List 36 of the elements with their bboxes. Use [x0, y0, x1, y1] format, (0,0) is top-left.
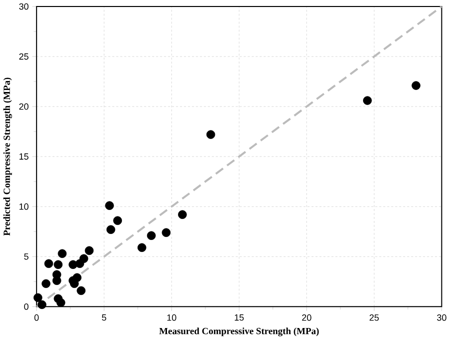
point [138, 243, 146, 252]
point [56, 298, 66, 308]
x-axis-title: Measured Compressive Strength (MPa) [159, 328, 319, 336]
point [412, 81, 420, 90]
x-tick-label: 20 [302, 314, 312, 321]
y-axis-title: Predicted Compressive Strength (MPa) [3, 78, 12, 236]
point [106, 225, 116, 234]
point [84, 246, 94, 256]
y-tick-label: 20 [19, 104, 28, 110]
point [363, 96, 372, 106]
point [58, 249, 67, 258]
point [162, 228, 171, 238]
y-tick-label: 10 [20, 204, 28, 210]
y-tick-label: 5 [24, 254, 28, 260]
x-tick-label: 25 [370, 314, 379, 321]
x-tick-label: 10 [167, 314, 176, 321]
point [42, 279, 50, 288]
point [68, 260, 78, 270]
point [178, 210, 187, 220]
point [76, 286, 86, 296]
x-tick-label: 0 [34, 314, 39, 321]
point [113, 216, 122, 226]
x-tick-label: 5 [102, 314, 106, 321]
y-tick-label: 0 [24, 304, 28, 310]
y-tick-label: 15 [20, 154, 28, 160]
point [34, 293, 42, 302]
point [54, 260, 63, 270]
point [105, 201, 114, 210]
point [146, 231, 156, 240]
y-tick-label: 25 [19, 54, 28, 60]
point [206, 130, 216, 140]
x-tick-label: 30 [437, 314, 446, 321]
point [38, 300, 46, 310]
y-tick-label: 30 [19, 4, 28, 10]
x-tick-label: 15 [234, 314, 244, 321]
point [44, 259, 54, 268]
